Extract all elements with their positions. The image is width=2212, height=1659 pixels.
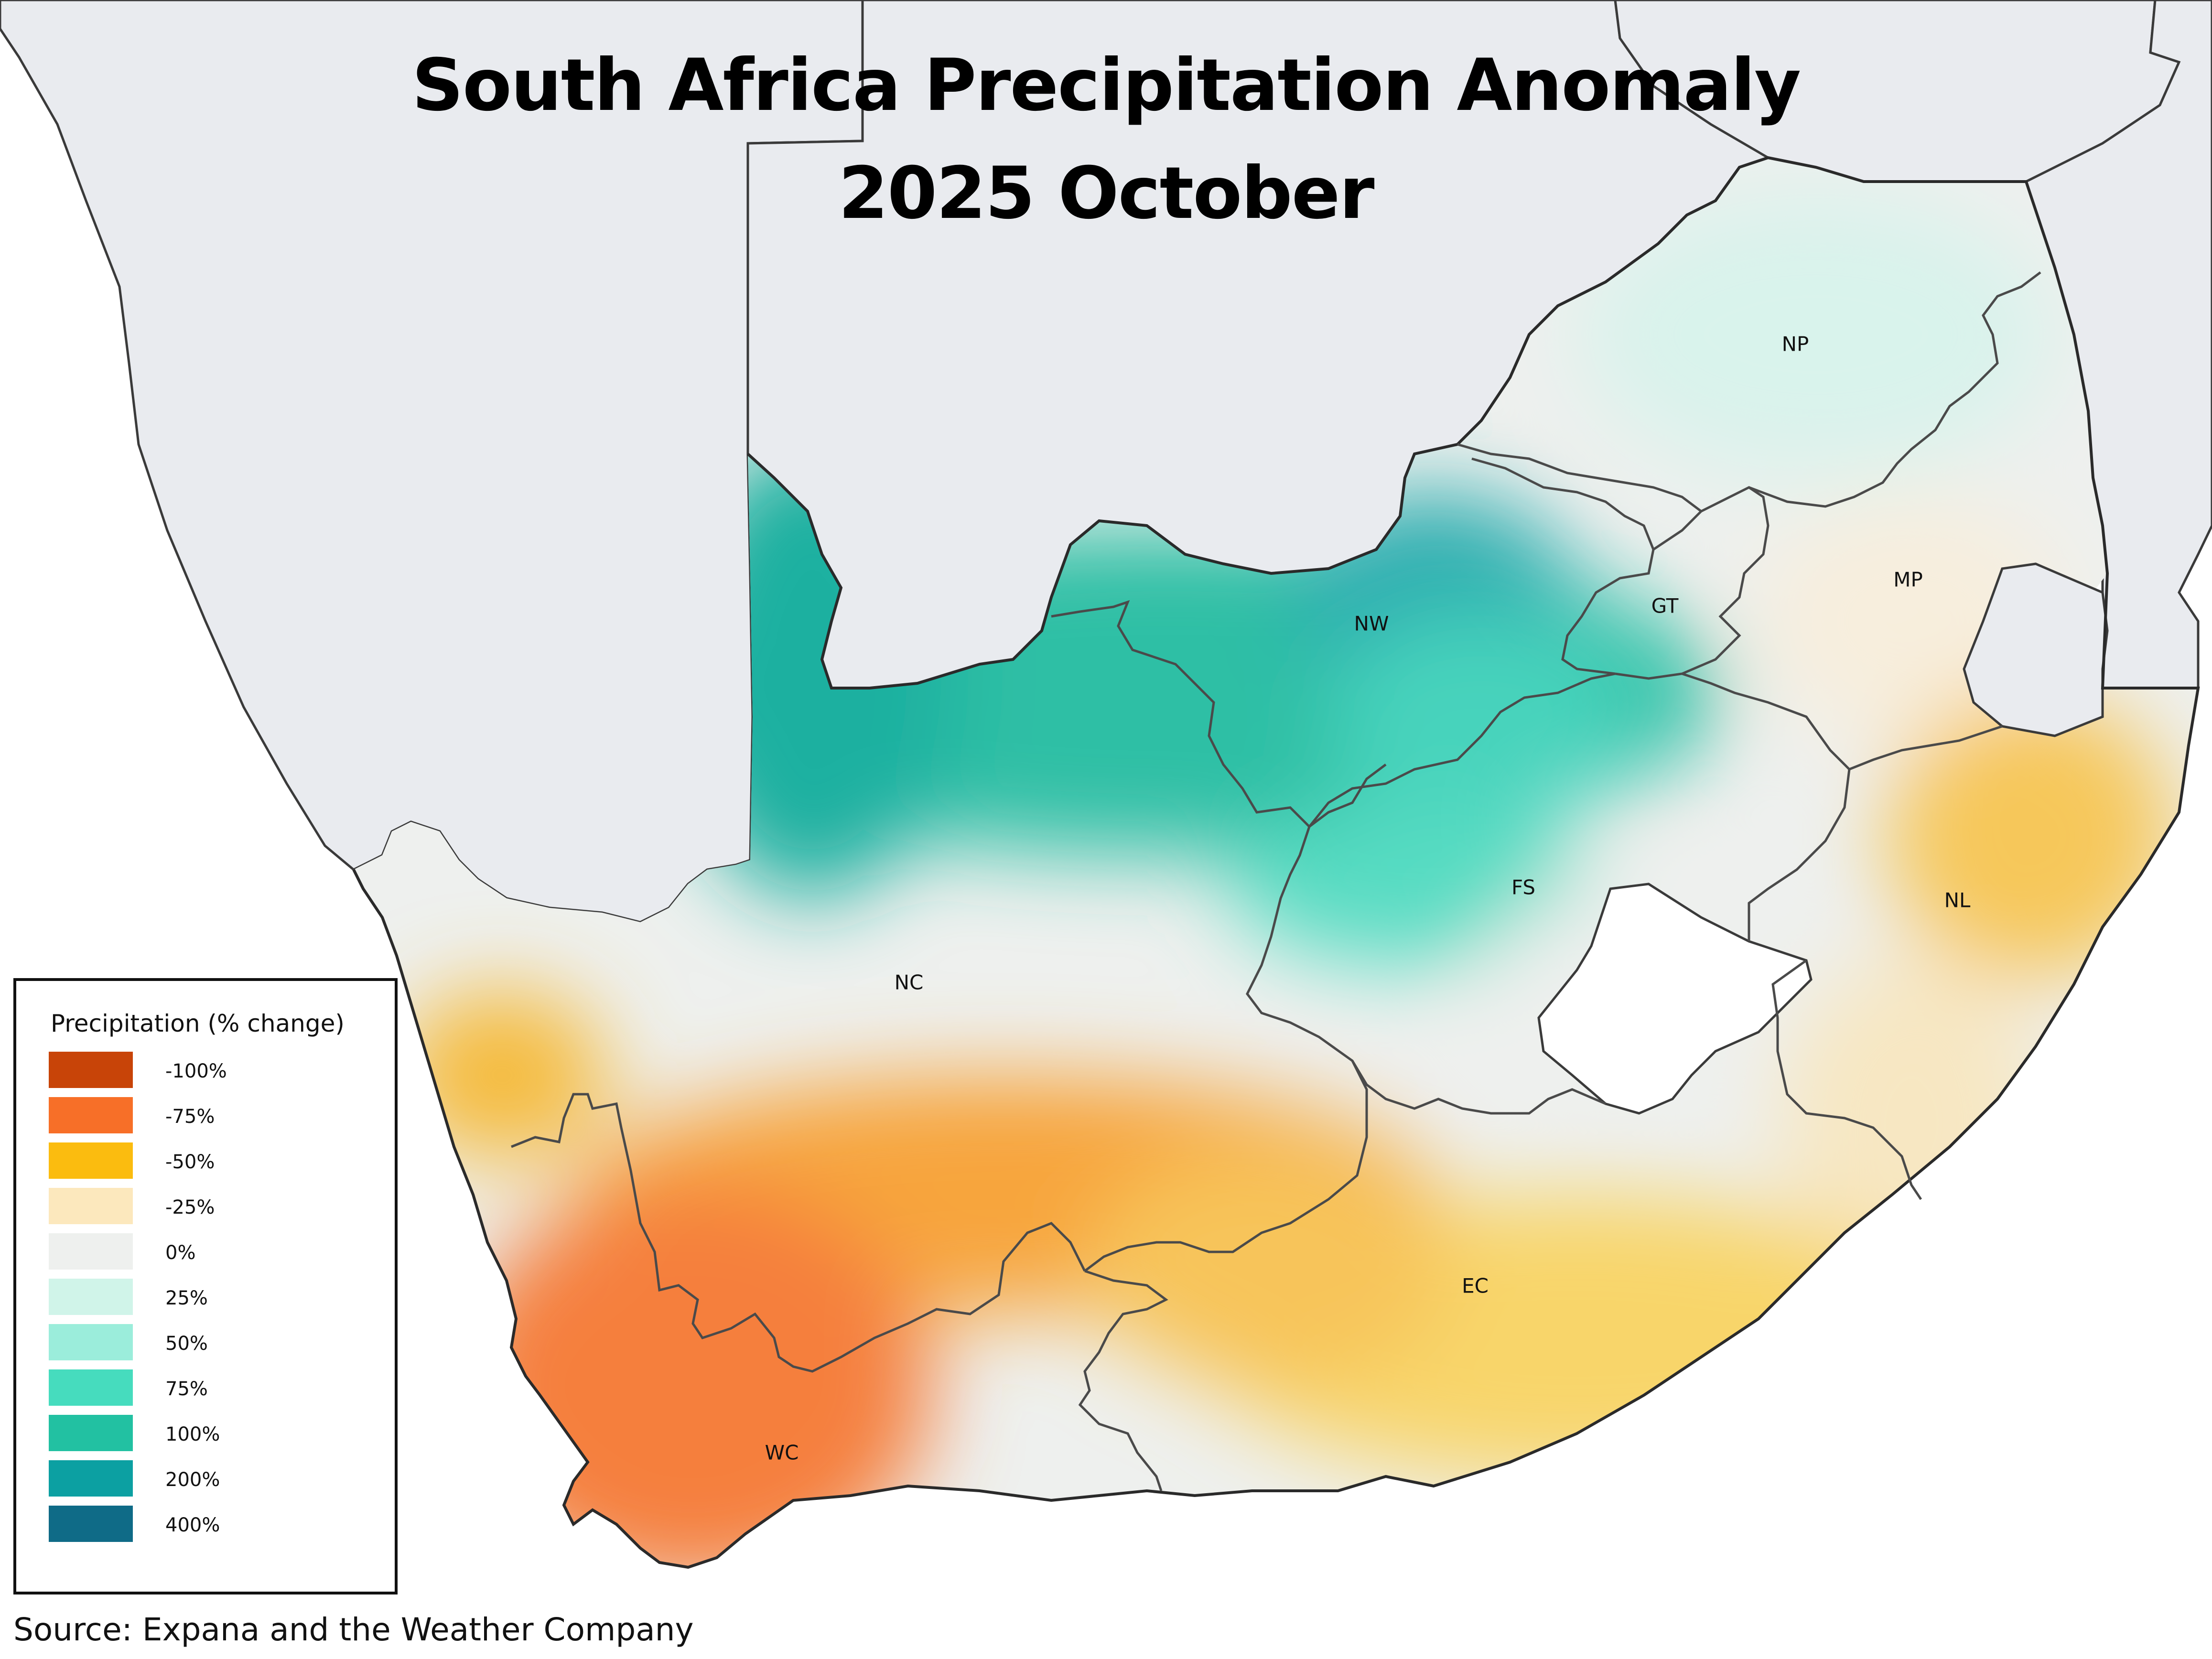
border-gt (1615, 486, 1770, 680)
border-np-mp (1457, 271, 2041, 512)
border-mp-fs-nl (1682, 672, 2003, 771)
legend-label: 50% (165, 1333, 208, 1355)
province-label-nl: NL (1944, 888, 1971, 912)
legend-swatch (49, 1188, 133, 1224)
legend-swatch (49, 1369, 133, 1406)
legend-label: 0% (165, 1242, 196, 1264)
legend-swatch (49, 1324, 133, 1360)
border-ec-nc (1084, 1060, 1368, 1272)
legend-swatch (49, 1460, 133, 1497)
legend-label: 200% (165, 1469, 220, 1491)
border-fs-nl (1748, 769, 1851, 941)
legend-title: Precipitation (% change) (51, 1010, 345, 1037)
map-subtitle: 2025 October (838, 152, 1375, 235)
province-label-np: NP (1781, 332, 1809, 356)
province-label-gt: GT (1651, 594, 1679, 618)
legend-label: 400% (165, 1514, 220, 1536)
border-wc-ec (1078, 1270, 1168, 1491)
border-nw-fs (1308, 672, 1616, 828)
province-borders (511, 271, 2041, 1491)
legend: Precipitation (% change) -100% -75% -50% -2… (13, 978, 398, 1594)
legend-label: 100% (165, 1423, 220, 1445)
province-label-nw: NW (1354, 612, 1389, 636)
eswatini-region (1963, 562, 2109, 737)
legend-label: 75% (165, 1378, 208, 1400)
legend-swatch (49, 1233, 133, 1270)
province-label-wc: WC (765, 1441, 799, 1465)
legend-swatch (49, 1142, 133, 1179)
border-nc-wc (511, 1093, 1086, 1373)
legend-label: -100% (165, 1060, 227, 1082)
legend-swatch (49, 1097, 133, 1133)
province-label-nc: NC (894, 970, 924, 994)
legend-label: 25% (165, 1287, 208, 1309)
province-label-fs: FS (1511, 875, 1536, 899)
legend-label: -75% (165, 1106, 215, 1128)
legend-swatch (49, 1279, 133, 1315)
legend-swatch (49, 1415, 133, 1451)
province-label-mp: MP (1893, 568, 1923, 592)
border-ec-nl (1771, 959, 1922, 1200)
border-nc-nw (1051, 600, 1387, 829)
legend-swatch (49, 1052, 133, 1088)
legend-swatch (49, 1506, 133, 1542)
south-africa-outline (352, 156, 2200, 1569)
lesotho-region (1537, 883, 1813, 1115)
province-label-ec: EC (1462, 1274, 1489, 1298)
legend-label: -50% (165, 1151, 215, 1173)
border-nw-gt (1471, 457, 1655, 675)
legend-label: -25% (165, 1196, 215, 1218)
map-title: South Africa Precipitation Anomaly (411, 44, 1801, 127)
source-credit: Source: Expana and the Weather Company (13, 1611, 694, 1648)
